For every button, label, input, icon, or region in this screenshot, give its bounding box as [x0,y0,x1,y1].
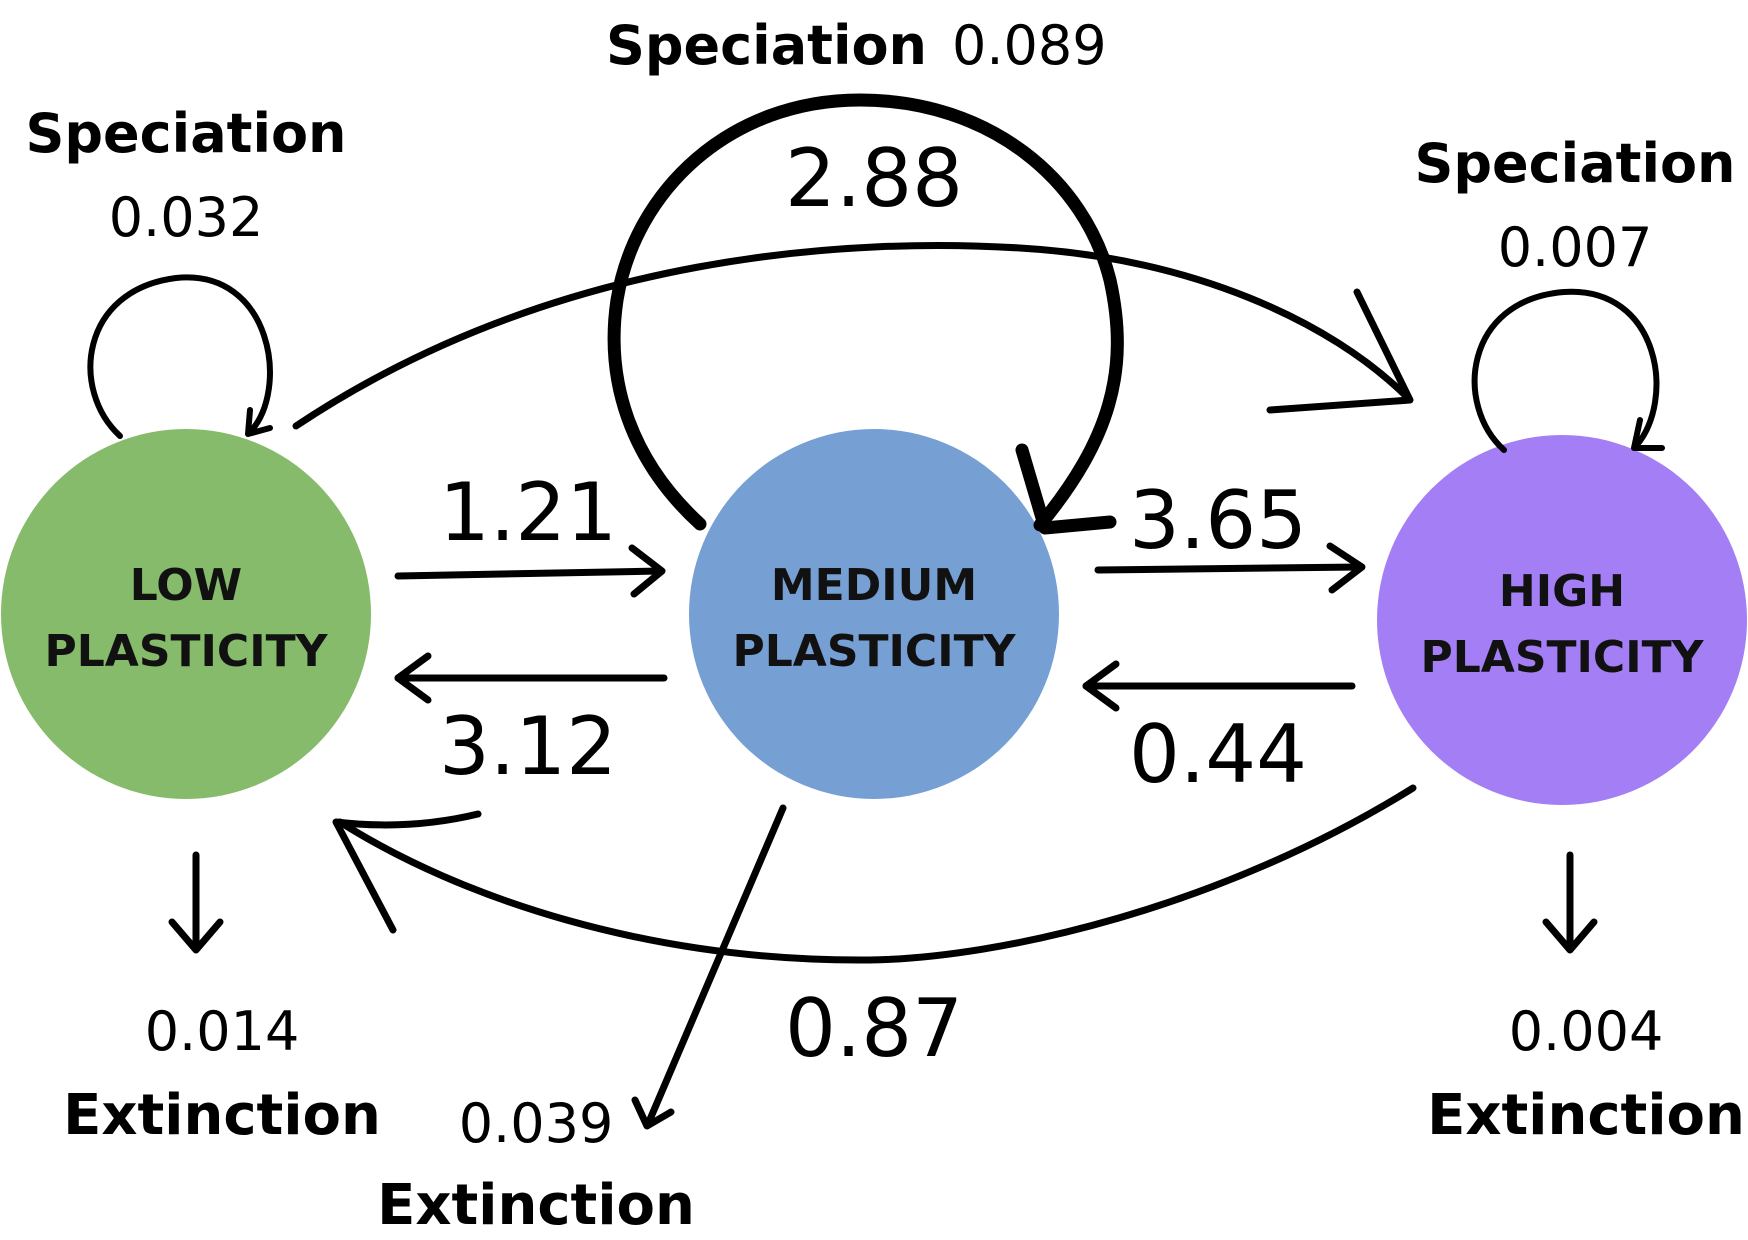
medium-to-low-arrowhead [394,652,432,704]
low-node-label-2: PLASTICITY [45,626,329,677]
high-to-low-arc-arrowhead [332,810,482,934]
medium-to-high-arrow [1094,563,1364,574]
high-extinction-arrowhead [1542,918,1598,954]
medium-plasticity-node [689,429,1059,799]
low-extinction-label: Extinction [63,1083,381,1148]
medium-speciation-label: Speciation [606,14,927,77]
high-node-label-2: PLASTICITY [1421,632,1705,683]
medium-node-label-2: PLASTICITY [733,626,1017,677]
medium-speciation-value: 0.089 [952,14,1107,77]
medium-speciation-loop-arrowhead [1015,443,1117,535]
low-node-label-1: LOW [130,560,242,611]
low-extinction-value: 0.014 [145,1000,300,1063]
low-to-medium-arrowhead [628,544,666,598]
medium-to-high-arrowhead [1326,542,1366,594]
low-to-high-arc-arrow [292,241,1412,430]
high-node-label-1: HIGH [1499,566,1625,617]
low-speciation-label: Speciation [26,102,347,165]
high-to-low-arc-arrow [336,784,1417,964]
low-to-high-rate: 2.88 [785,132,963,225]
medium-extinction-arrowhead [631,1096,675,1130]
high-plasticity-node [1377,435,1747,805]
high-speciation-loop-arrowhead [1631,417,1665,451]
high-speciation-label: Speciation [1415,132,1736,195]
medium-to-high-rate: 3.65 [1129,474,1307,567]
medium-extinction-label: Extinction [377,1173,695,1238]
medium-to-low-rate: 3.12 [439,700,617,793]
high-to-medium-rate: 0.44 [1129,708,1307,801]
low-speciation-loop-arrow [87,274,273,439]
low-to-medium-rate: 1.21 [439,466,617,559]
low-speciation-value: 0.032 [109,186,264,249]
high-extinction-label: Extinction [1427,1083,1745,1148]
high-to-medium-arrowhead [1082,660,1120,712]
low-to-high-arc-arrowhead [1266,288,1414,414]
low-plasticity-node [1,429,371,799]
low-speciation-loop-arrowhead [245,407,273,437]
high-speciation-value: 0.007 [1498,216,1653,279]
low-extinction-arrowhead [168,918,224,954]
high-speciation-loop-arrow [1471,288,1660,453]
high-extinction-value: 0.004 [1509,1000,1664,1063]
high-to-low-rate: 0.87 [785,982,963,1075]
medium-node-label-1: MEDIUM [771,560,977,611]
medium-extinction-value: 0.039 [459,1092,614,1155]
medium-extinction-arrow [644,804,787,1128]
low-to-medium-arrow [394,567,664,580]
medium-speciation-loop-arrow [607,93,1124,532]
